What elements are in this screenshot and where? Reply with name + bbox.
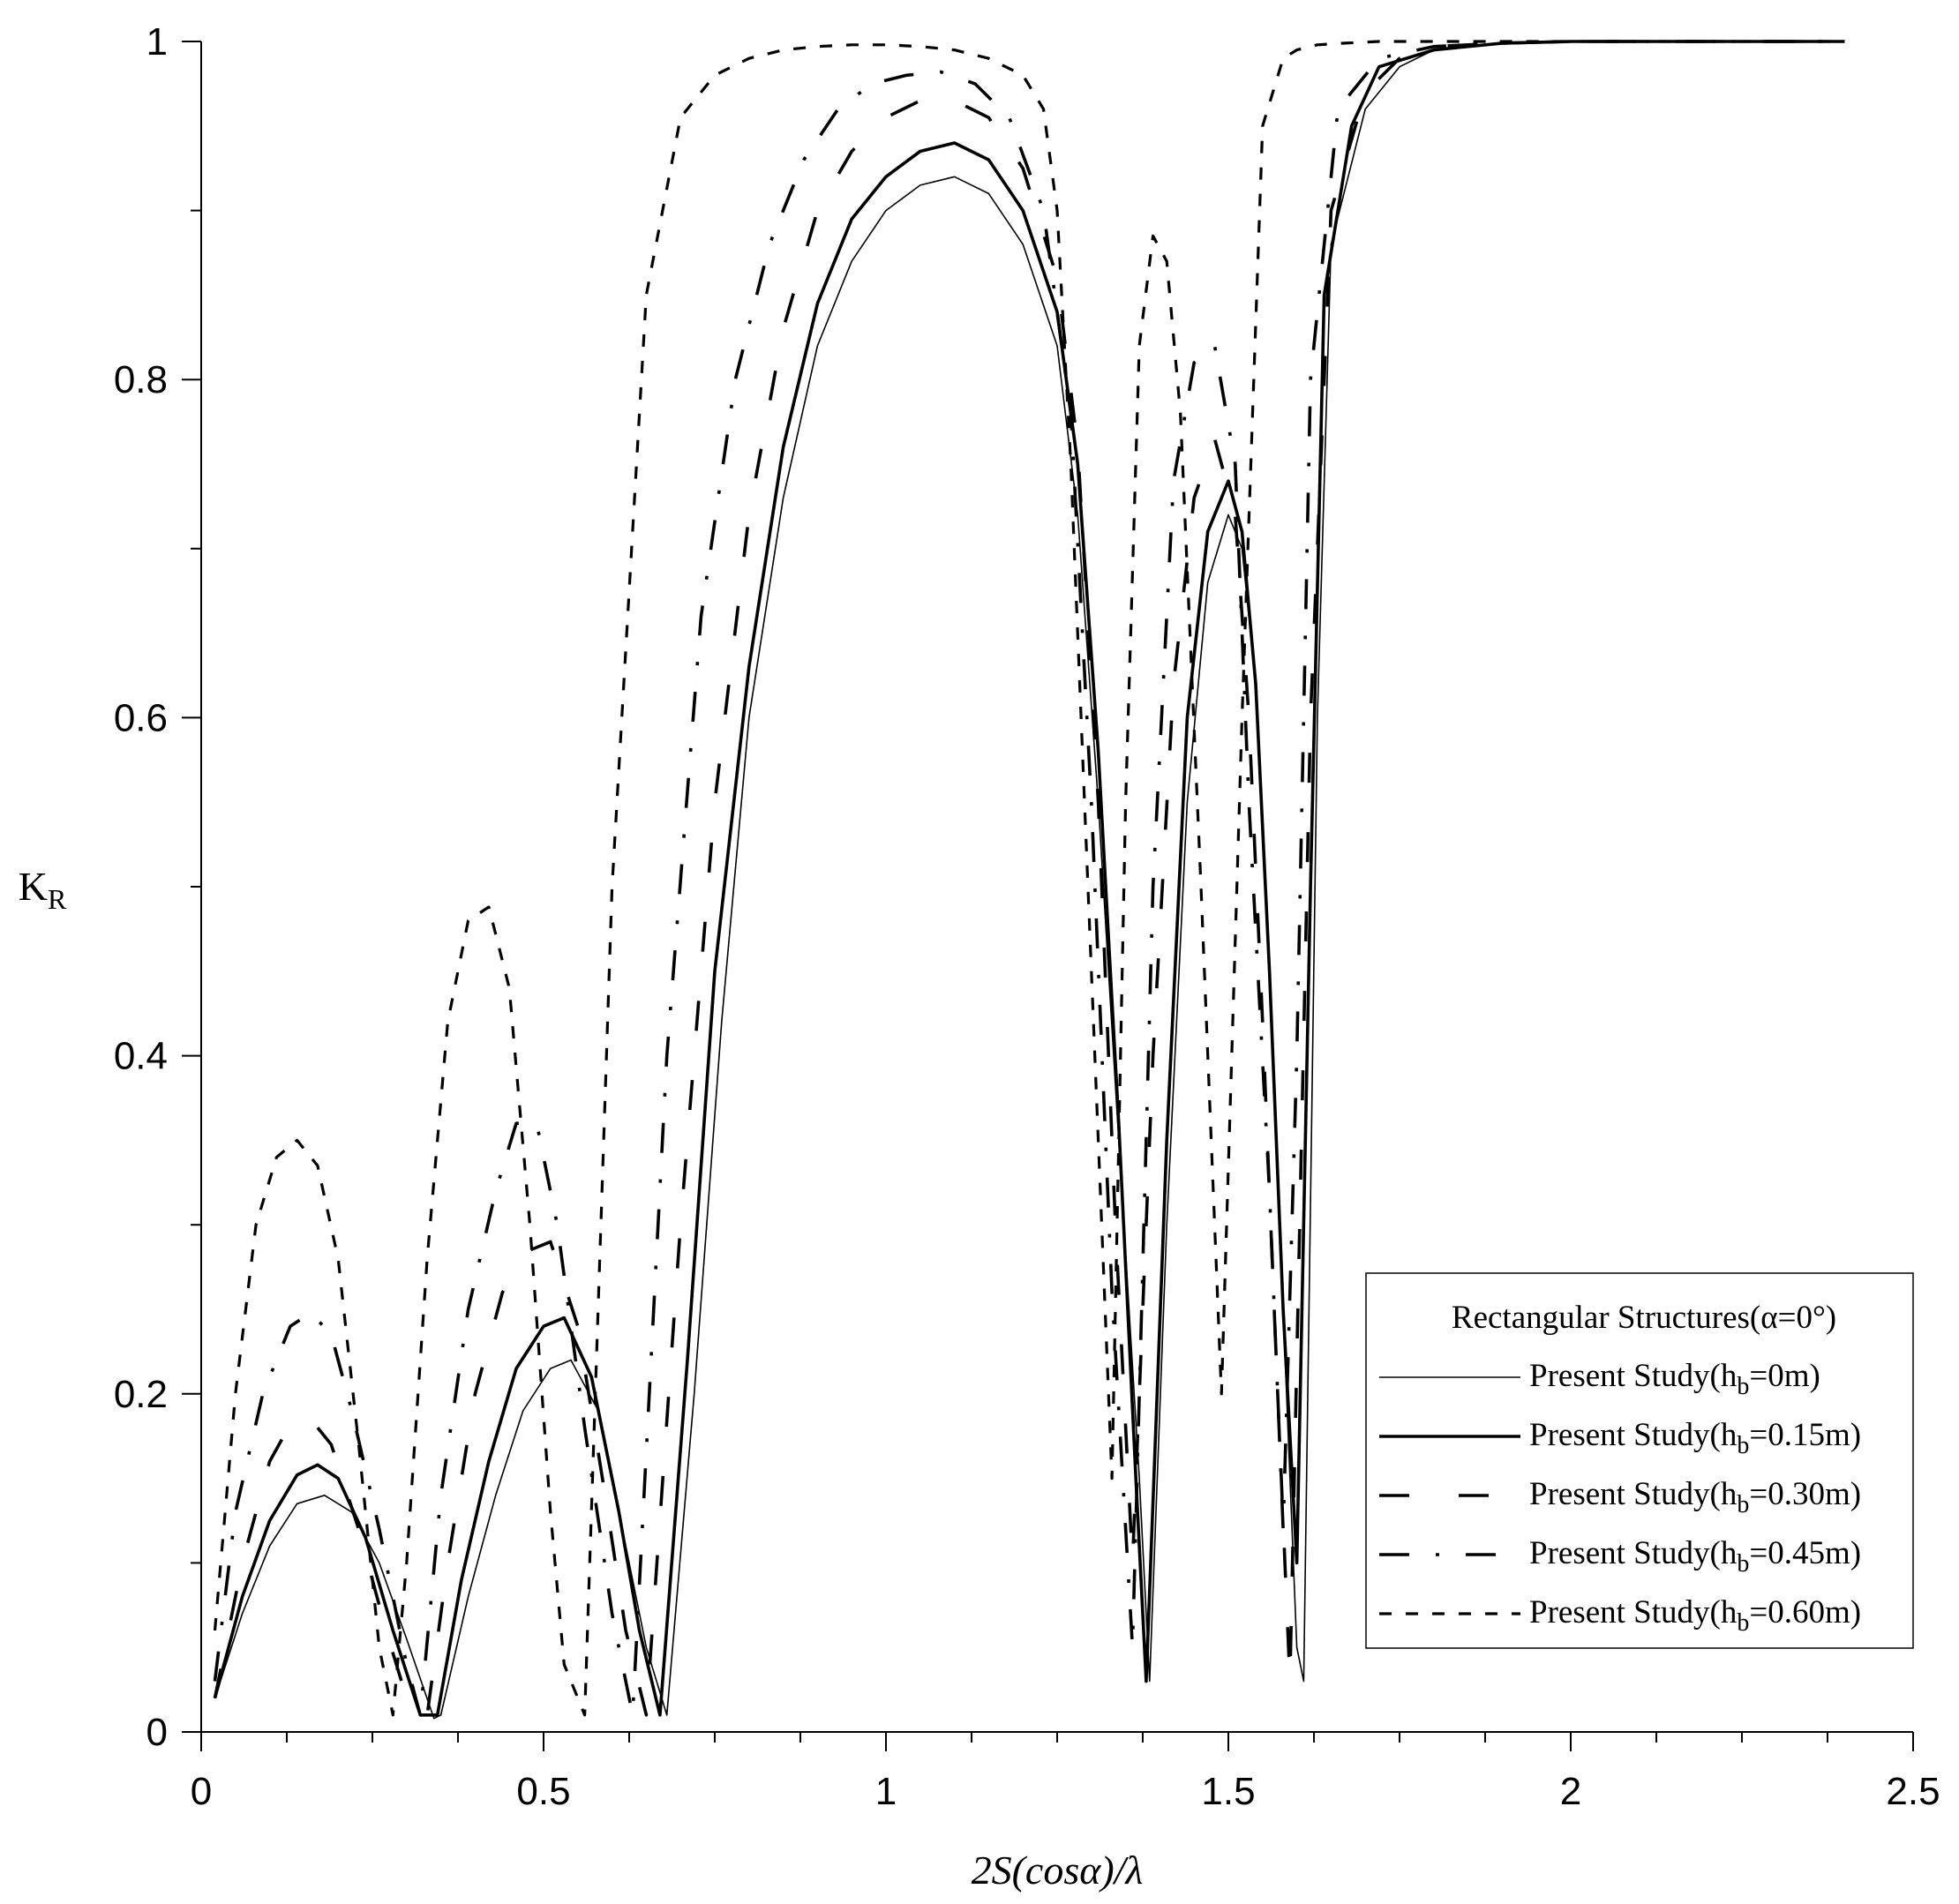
- y-tick-label: 1: [146, 20, 168, 64]
- series-line-1: [214, 41, 1845, 1720]
- y-axis-title: KR: [19, 864, 67, 915]
- series-layer: [213, 40, 1845, 1720]
- legend-label-4: Present Study(hb=0.45m): [1529, 1535, 1861, 1578]
- y-tick-label: 0.8: [114, 358, 168, 401]
- legend-box: [1365, 1272, 1914, 1649]
- x-tick-label: 1: [875, 1770, 897, 1813]
- x-tick-label: 1.5: [1201, 1770, 1255, 1813]
- y-tick-label: 0.2: [114, 1373, 168, 1416]
- x-axis-title: 2S(cosα)/λ: [972, 1848, 1144, 1893]
- legend-label-3: Present Study(hb=0.30m): [1529, 1476, 1861, 1518]
- x-tick-label: 0.5: [516, 1770, 570, 1813]
- legend-label-1: Present Study(hb=0m): [1529, 1358, 1820, 1400]
- x-tick-label: 2: [1560, 1770, 1581, 1813]
- y-ticks: 0 0.2 0.4 0.6 0.8 1: [114, 20, 201, 1754]
- x-tick-label: 0: [191, 1770, 212, 1813]
- axes: 0 0.5 1 1.5 2 2.5 0 0.2 0.4 0.6 0.8 1: [114, 20, 1940, 1813]
- y-tick-label: 0.6: [114, 696, 168, 739]
- y-tick-label: 0: [146, 1711, 168, 1754]
- legend-title: Rectangular Structures(α=0°): [1452, 1300, 1836, 1336]
- series-line-2: [213, 40, 1845, 1717]
- x-ticks: 0 0.5 1 1.5 2 2.5: [191, 1732, 1940, 1813]
- legend-label-2: Present Study(hb=0.15m): [1529, 1417, 1861, 1459]
- series-line-5: [213, 40, 1845, 1717]
- series-line-4: [213, 40, 1845, 1717]
- y-tick-label: 0.4: [114, 1035, 168, 1078]
- y-axis-title-sub: R: [48, 883, 67, 915]
- x-tick-label: 2.5: [1886, 1770, 1940, 1813]
- legend-entries: Present Study(hb=0m) Present Study(hb=0.1…: [1379, 1358, 1861, 1637]
- legend-label-5: Present Study(hb=0.60m): [1529, 1594, 1861, 1637]
- legend: Rectangular Structures(α=0°) Present Stu…: [1365, 1272, 1914, 1649]
- y-axis-title-main: K: [19, 864, 48, 909]
